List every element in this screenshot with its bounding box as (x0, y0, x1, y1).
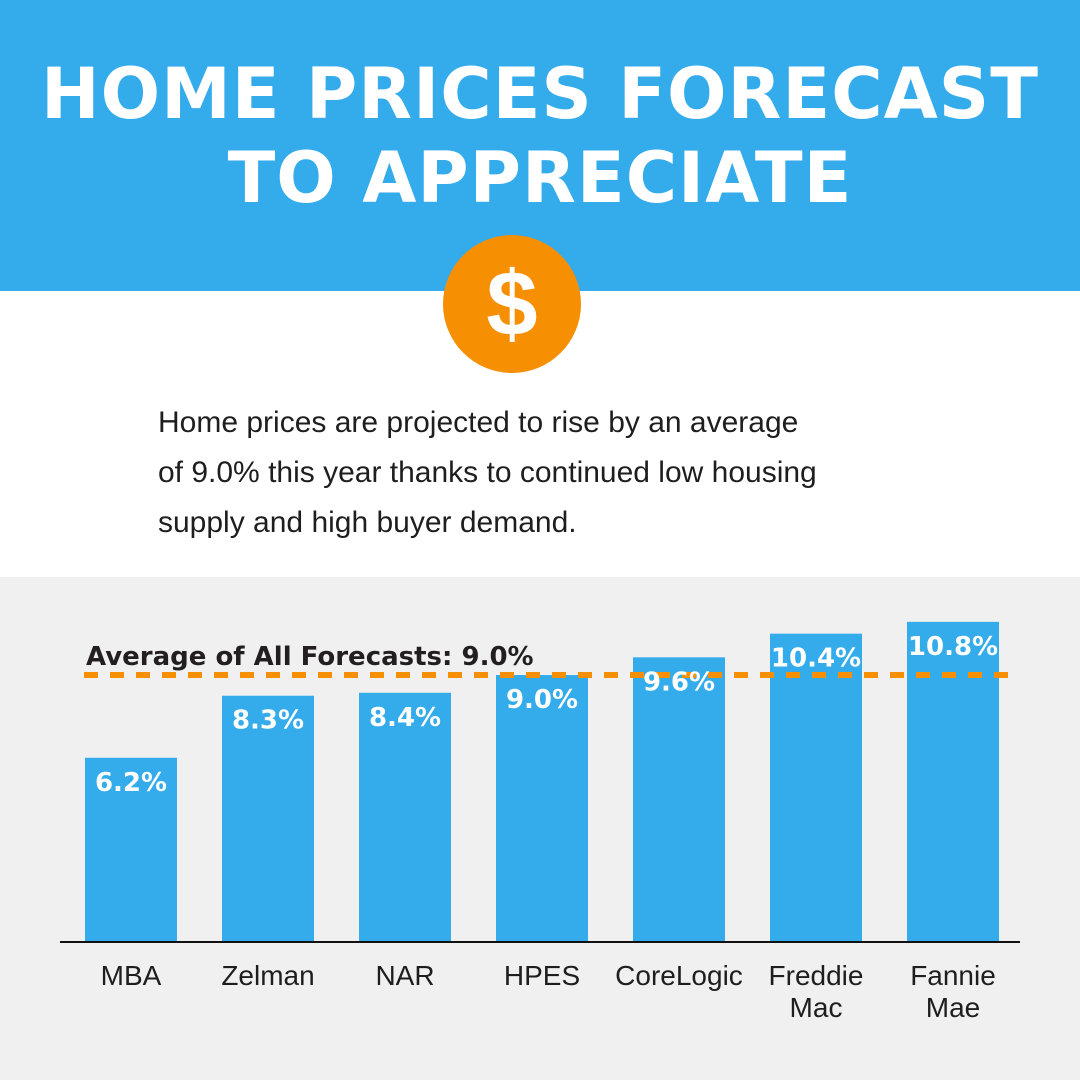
bar-5 (770, 633, 862, 941)
intro-line: Home prices are projected to rise by an … (158, 406, 799, 439)
category-label: HPES (504, 960, 580, 991)
bar-3 (496, 675, 588, 941)
bar-1 (222, 695, 314, 941)
category-label: Mac (790, 992, 843, 1023)
category-label: MBA (101, 960, 162, 991)
bar-6 (907, 621, 999, 941)
intro-line: supply and high buyer demand. (158, 506, 577, 539)
value-label: 10.8% (908, 632, 998, 662)
value-label: 8.3% (232, 706, 304, 736)
bar-2 (359, 692, 451, 941)
value-label: 9.6% (643, 667, 715, 697)
intro-paragraph: Home prices are projected to rise by an … (158, 398, 958, 548)
value-label: 6.2% (95, 768, 167, 798)
title-line-2: TO APPRECIATE (227, 137, 853, 219)
dollar-icon: $ (443, 235, 581, 373)
title-line-1: HOME PRICES FORECAST (41, 53, 1039, 135)
category-label: Fannie (910, 960, 996, 991)
category-label: Freddie (769, 960, 864, 991)
value-label: 9.0% (506, 685, 578, 715)
intro-line: of 9.0% this year thanks to continued lo… (158, 456, 817, 489)
category-label: Zelman (221, 960, 314, 991)
category-label: NAR (375, 960, 434, 991)
page-title: HOME PRICES FORECAST TO APPRECIATE (0, 52, 1080, 220)
bar-4 (633, 657, 725, 941)
value-label: 8.4% (369, 703, 441, 733)
average-label: Average of All Forecasts: 9.0% (86, 642, 534, 672)
value-label: 10.4% (771, 644, 861, 674)
category-label: Mae (926, 992, 980, 1023)
category-label: CoreLogic (615, 960, 743, 991)
bar-0 (85, 757, 177, 941)
